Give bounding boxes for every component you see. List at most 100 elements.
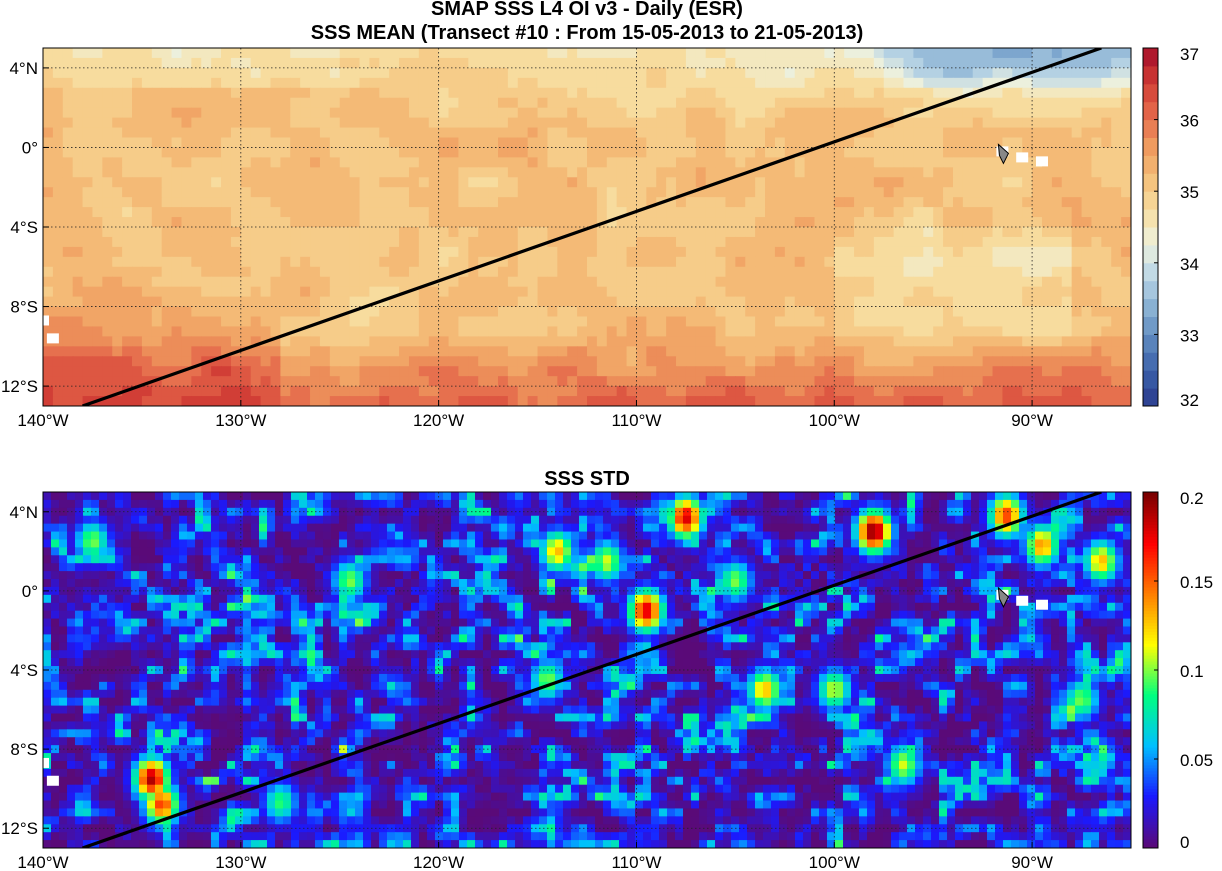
mean-heat-cell	[171, 167, 183, 178]
mean-heat-cell	[1081, 77, 1093, 89]
std-heat-cell	[491, 523, 500, 533]
mean-heat-cell	[606, 197, 618, 208]
mean-heat-cell	[903, 336, 914, 347]
mean-heat-cell	[725, 396, 736, 406]
mean-heat-cell	[705, 296, 717, 308]
mean-heat-cell	[913, 207, 924, 218]
mean-heat-cell	[903, 107, 914, 119]
mean-heat-cell	[765, 256, 776, 268]
mean-heat-cell	[1091, 177, 1102, 188]
mean-heat-cell	[240, 97, 252, 109]
std-heat-cell	[515, 492, 524, 501]
mean-heat-cell	[606, 227, 618, 238]
mean-heat-cell	[873, 276, 885, 288]
mean-heat-cell	[408, 366, 420, 377]
mean-heat-cell	[557, 147, 568, 158]
mean-heat-cell	[567, 97, 578, 109]
mean-heat-cell	[1111, 346, 1122, 357]
mean-heat-cell	[725, 177, 736, 188]
mean-heat-cell	[1111, 286, 1122, 298]
mean-heat-cell	[596, 276, 608, 288]
mean-heat-cell	[646, 48, 657, 59]
mean-heat-cell	[359, 236, 370, 248]
mean-heat-cell	[1012, 246, 1023, 258]
mean-heat-cell	[359, 48, 370, 59]
std-heat-cell	[59, 531, 68, 541]
mean-heat-cell	[962, 187, 974, 198]
mean-heat-cell	[1022, 336, 1033, 347]
mean-heat-cell	[577, 57, 588, 69]
mean-heat-cell	[1101, 256, 1112, 268]
mean-heat-cell	[715, 137, 727, 149]
mean-heat-cell	[873, 306, 885, 318]
mean-heat-cell	[112, 376, 123, 387]
mean-heat-cell	[151, 227, 163, 238]
mean-heat-cell	[784, 376, 796, 387]
std-heat-cell	[651, 523, 660, 533]
mean-heat-cell	[270, 117, 281, 129]
mean-heat-cell	[141, 336, 153, 347]
mean-heat-cell	[695, 256, 707, 268]
mean-heat-cell	[428, 236, 440, 248]
mean-heat-cell	[132, 187, 143, 198]
mean-heat-cell	[834, 336, 845, 347]
mean-heat-cell	[468, 187, 479, 198]
mean-heat-cell	[735, 177, 746, 188]
std-heat-cell	[195, 539, 204, 548]
mean-heat-cell	[300, 137, 311, 149]
mean-heat-cell	[497, 57, 509, 69]
mean-heat-cell	[1091, 346, 1102, 357]
mean-heat-cell	[52, 276, 64, 288]
mean-heat-cell	[300, 147, 311, 158]
mean-heat-cell	[72, 57, 84, 69]
mean-heat-cell	[240, 87, 252, 99]
mean-heat-cell	[646, 296, 657, 308]
mean-heat-cell	[765, 386, 776, 397]
mean-heat-cell	[1091, 356, 1102, 367]
mean-heat-cell	[221, 276, 232, 288]
mean-heat-cell	[300, 48, 311, 59]
mean-heat-cell	[319, 386, 331, 397]
mean-heat-cell	[92, 137, 103, 149]
mean-heat-cell	[191, 127, 202, 139]
mean-heat-cell	[448, 127, 460, 139]
mean-heat-cell	[181, 48, 192, 59]
mean-heat-cell	[201, 127, 212, 139]
mean-heat-cell	[656, 137, 667, 149]
mean-heat-cell	[527, 236, 539, 248]
mean-heat-cell	[972, 177, 984, 188]
mean-heat-cell	[715, 117, 727, 129]
mean-heat-cell	[497, 117, 509, 129]
std-heat-cell	[107, 531, 116, 541]
std-heat-cell	[419, 499, 428, 509]
mean-heat-cell	[497, 366, 509, 377]
mean-heat-cell	[1121, 77, 1131, 89]
mean-heat-cell	[863, 117, 875, 129]
mean-heat-cell	[250, 67, 262, 79]
std-heat-cell	[683, 492, 692, 501]
mean-heat-cell	[122, 217, 133, 228]
mean-heat-cell	[1091, 276, 1102, 288]
mean-heat-cell	[834, 97, 845, 109]
mean-heat-cell	[854, 246, 865, 258]
mean-heat-cell	[992, 396, 1004, 406]
mean-heat-cell	[418, 227, 430, 238]
mean-heat-cell	[92, 187, 103, 198]
std-heat-cell	[1035, 499, 1044, 509]
mean-heat-cell	[1071, 157, 1083, 168]
mean-heat-cell	[468, 137, 479, 149]
mean-heat-cell	[240, 207, 252, 218]
mean-heat-cell	[557, 97, 568, 109]
mean-heat-cell	[359, 296, 370, 308]
mean-heat-cell	[854, 336, 865, 347]
mean-heat-cell	[715, 286, 727, 298]
mean-heat-cell	[369, 286, 380, 298]
mean-heat-cell	[310, 396, 321, 406]
mean-heat-cell	[240, 316, 252, 328]
mean-heat-cell	[913, 217, 924, 228]
mean-heat-cell	[497, 167, 509, 178]
mean-heat-cell	[952, 187, 964, 198]
mean-heat-cell	[606, 236, 618, 248]
mean-heat-cell	[893, 356, 905, 367]
mean-heat-cell	[359, 276, 370, 288]
